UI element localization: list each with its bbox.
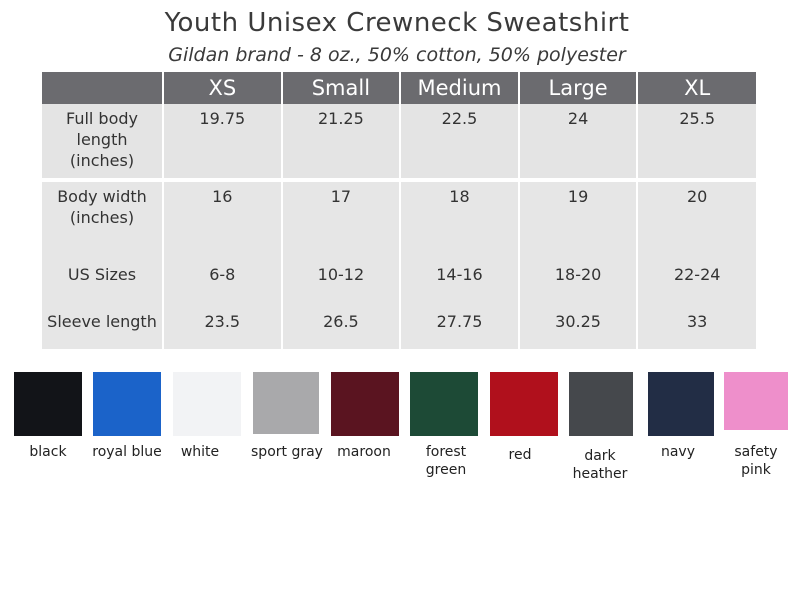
swatch-label: royal blue [92, 444, 162, 460]
table-cell: 22-24 [637, 254, 756, 294]
table-cell: 6-8 [163, 254, 283, 294]
color-chip [93, 372, 161, 436]
swatch-label: safety pink [734, 444, 778, 478]
color-chip [14, 372, 82, 436]
table-row-body-width: Body width (inches) 16 17 18 19 20 [42, 182, 756, 254]
swatch-label: forest green [425, 444, 467, 478]
header-cell-xs: XS [163, 72, 283, 104]
table-cell: 18 [400, 182, 520, 254]
color-chip [490, 372, 558, 436]
gap-cell [281, 178, 402, 182]
gap-cell [637, 178, 756, 182]
table-cell: 25.5 [637, 104, 756, 178]
header-cell-xl: XL [637, 72, 756, 104]
color-swatches: black royal blue white sport gray maroon… [0, 372, 794, 492]
swatch-label: maroon [337, 444, 391, 460]
row-label: Body width (inches) [42, 182, 164, 254]
color-chip [724, 372, 788, 430]
table-cell: 30.25 [518, 294, 639, 349]
table-cell: 23.5 [163, 294, 283, 349]
table-cell: 21.25 [281, 104, 402, 178]
header-cell-small: Small [281, 72, 402, 104]
gap-cell [42, 178, 164, 182]
swatch-label: red [508, 447, 532, 463]
color-chip [253, 372, 319, 434]
table-row-full-body-length: Full body length (inches) 19.75 21.25 22… [42, 104, 756, 178]
color-chip [648, 372, 714, 436]
gap-cell [400, 178, 520, 182]
row-label: US Sizes [42, 254, 164, 294]
row-label: Sleeve length [42, 294, 164, 349]
header-cell-blank [42, 72, 164, 104]
table-cell: 24 [518, 104, 639, 178]
color-chip [331, 372, 399, 436]
page-subtitle: Gildan brand - 8 oz., 50% cotton, 50% po… [168, 44, 626, 66]
table-cell: 16 [163, 182, 283, 254]
table-cell: 18-20 [518, 254, 639, 294]
header-cell-large: Large [518, 72, 639, 104]
row-gap [42, 178, 756, 182]
color-chip [569, 372, 633, 436]
table-cell: 14-16 [400, 254, 520, 294]
table-row-sleeve-length: Sleeve length 23.5 26.5 27.75 30.25 33 [42, 294, 756, 349]
table-cell: 19.75 [163, 104, 283, 178]
color-chip [410, 372, 478, 436]
table-header-row: XS Small Medium Large XL [42, 72, 756, 104]
gap-cell [163, 178, 283, 182]
table-cell: 33 [637, 294, 756, 349]
table-cell: 27.75 [400, 294, 520, 349]
table-cell: 19 [518, 182, 639, 254]
table-cell: 22.5 [400, 104, 520, 178]
page-title: Youth Unisex Crewneck Sweatshirt [164, 8, 630, 38]
color-chip [173, 372, 241, 436]
size-chart-table: XS Small Medium Large XL Full body lengt… [42, 72, 756, 349]
table-cell: 10-12 [281, 254, 402, 294]
swatch-label: black [29, 444, 67, 460]
swatch-label: dark heather [572, 448, 628, 482]
header-cell-medium: Medium [400, 72, 520, 104]
swatch-label: sport gray [251, 444, 323, 460]
table-cell: 26.5 [281, 294, 402, 349]
table-row-us-sizes: US Sizes 6-8 10-12 14-16 18-20 22-24 [42, 254, 756, 294]
swatch-label: navy [660, 444, 696, 460]
swatch-label: white [180, 444, 220, 460]
table-cell: 20 [637, 182, 756, 254]
table-cell: 17 [281, 182, 402, 254]
row-label: Full body length (inches) [42, 104, 164, 178]
gap-cell [518, 178, 639, 182]
